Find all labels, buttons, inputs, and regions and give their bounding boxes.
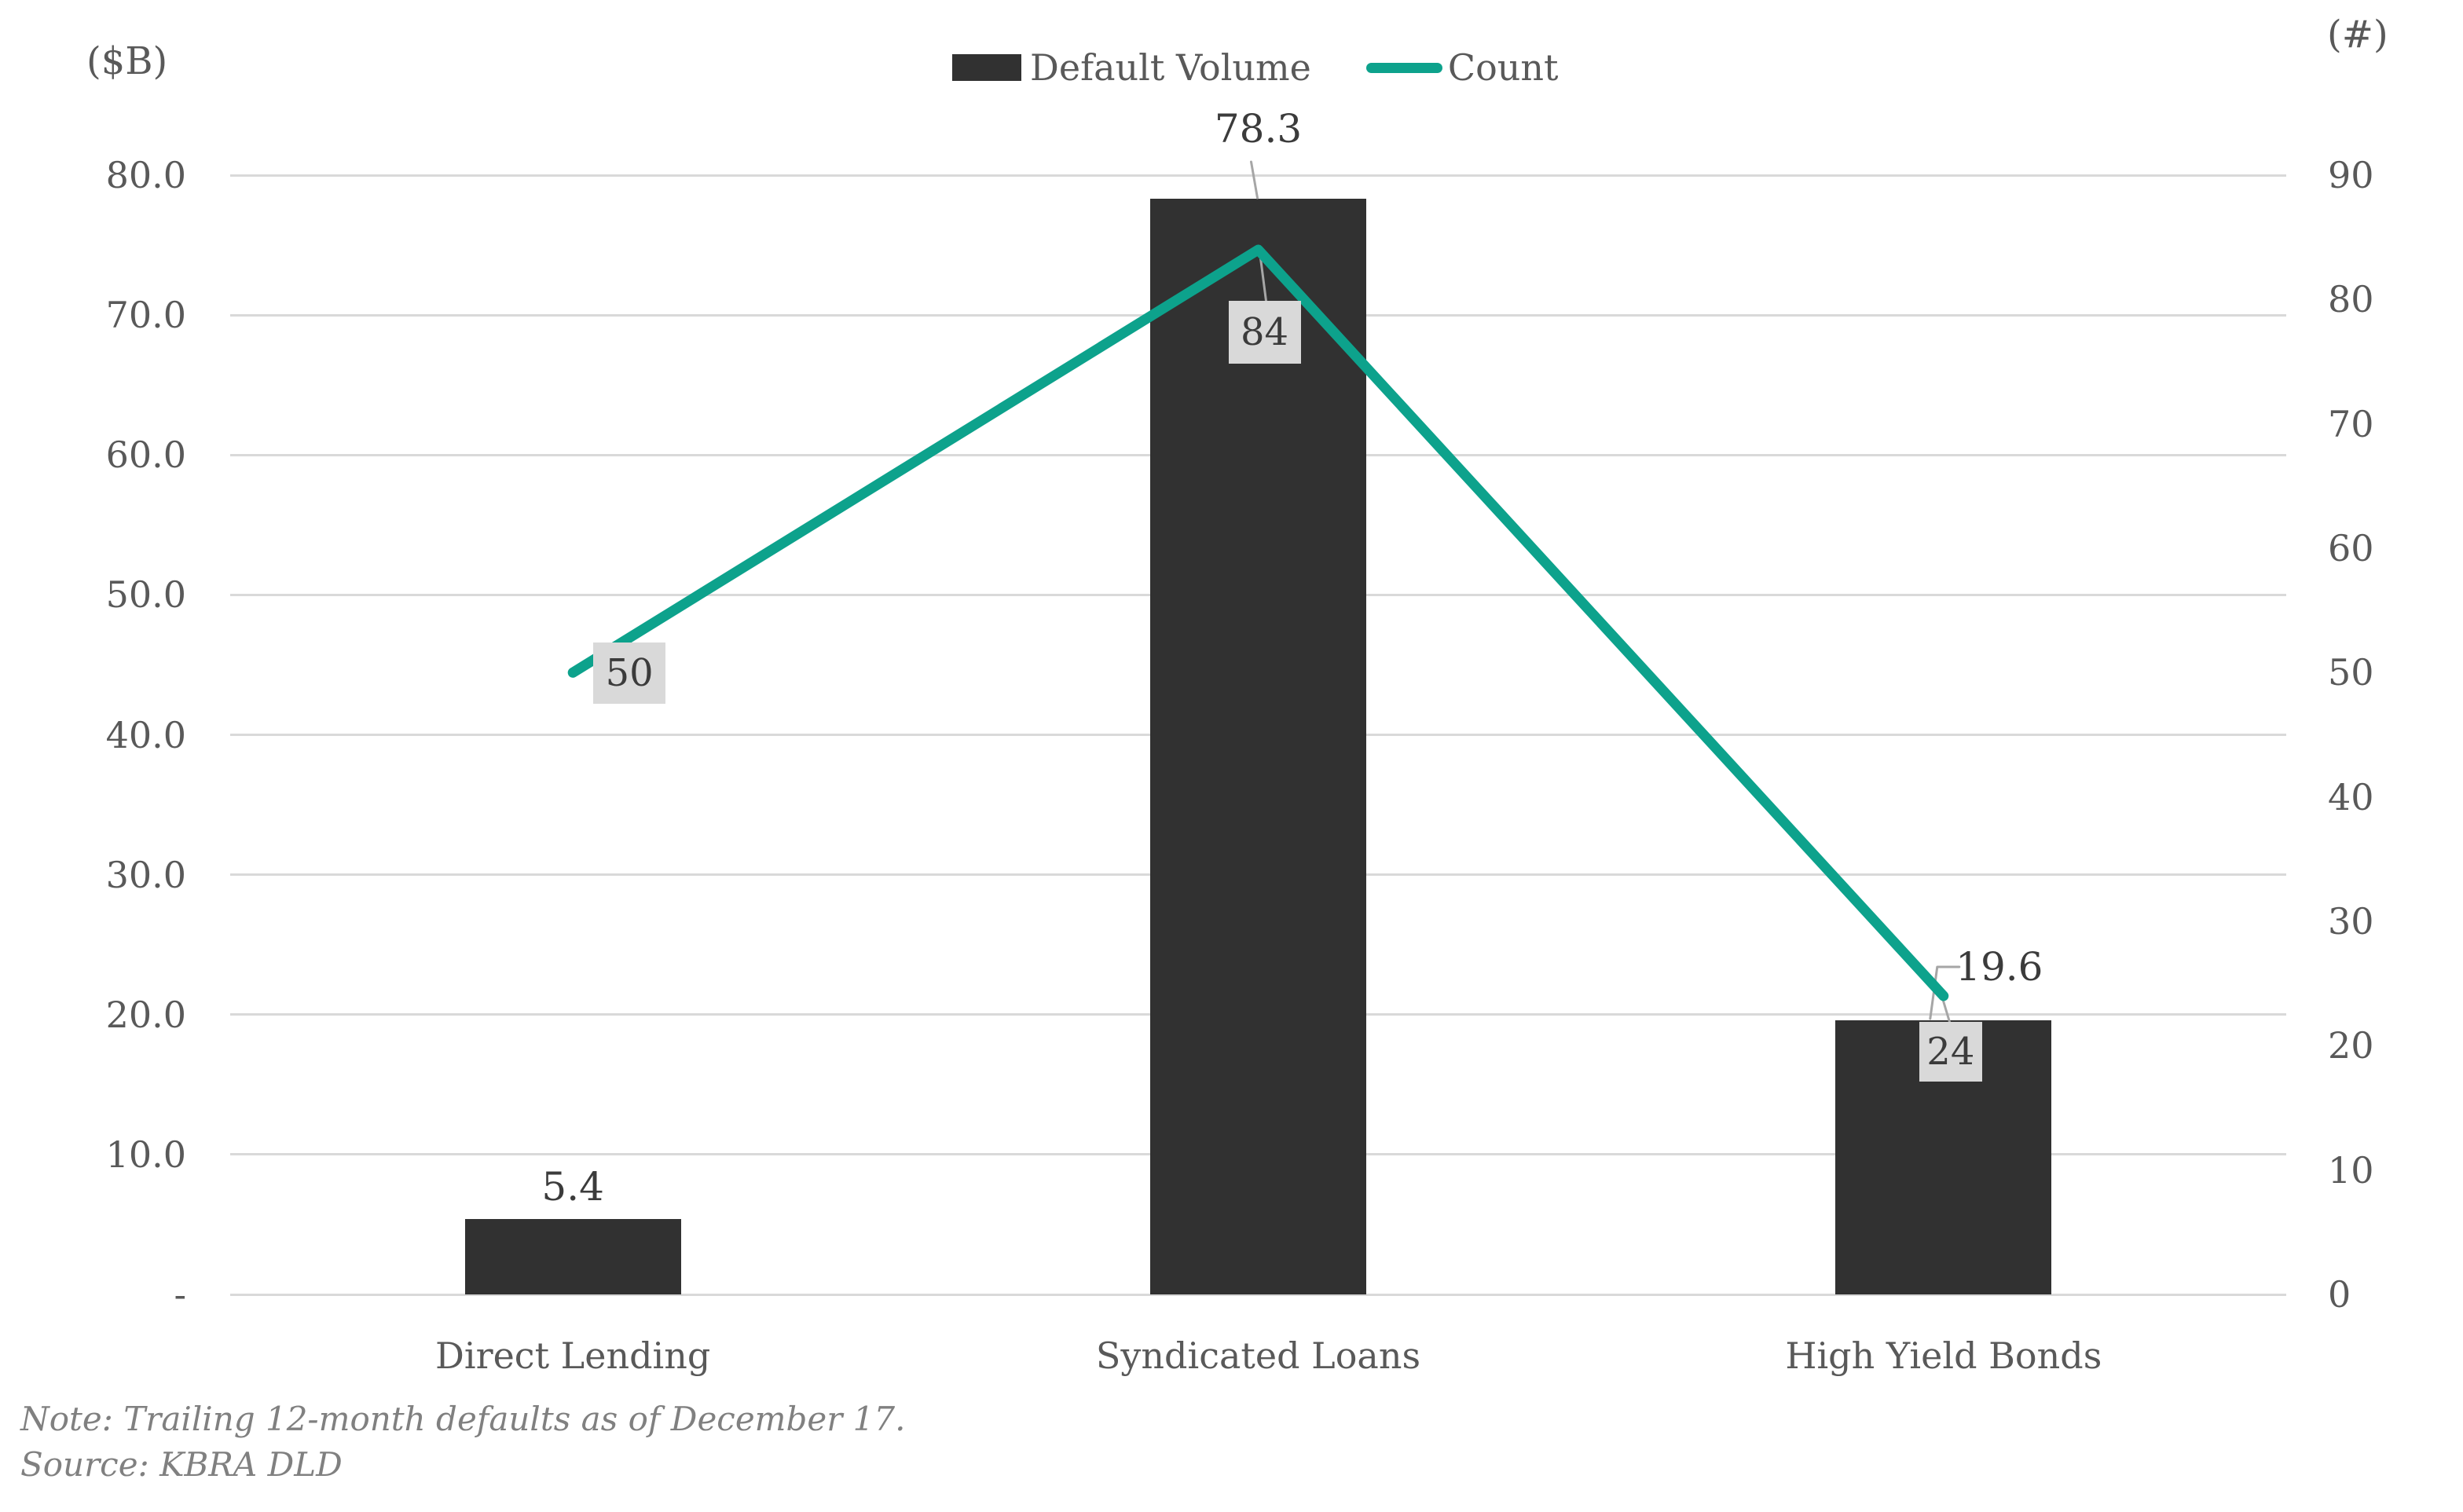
left-axis-tick-label: 70.0 — [105, 294, 186, 337]
right-axis-tick-label: 90 — [2328, 154, 2374, 196]
left-axis-tick-label: - — [174, 1273, 186, 1316]
left-axis-tick-label: 80.0 — [105, 154, 186, 196]
left-axis-tick-label: 50.0 — [105, 573, 186, 617]
count-value-box: 24 — [1919, 1022, 1982, 1082]
gridline — [230, 1293, 2286, 1296]
left-axis-tick-label: 30.0 — [105, 853, 186, 896]
chart-legend: Default Volume Count — [952, 44, 1559, 91]
bar-direct-lending — [464, 1218, 681, 1294]
chart-note: Note: Trailing 12-month defaults as of D… — [20, 1400, 906, 1438]
left-axis-unit: ($B) — [86, 39, 168, 83]
chart-source: Source: KBRA DLD — [20, 1445, 343, 1484]
bar-value-label: 5.4 — [541, 1163, 604, 1210]
right-axis-tick-label: 70 — [2328, 402, 2374, 445]
right-axis-tick-label: 10 — [2328, 1148, 2374, 1192]
category-label: Syndicated Loans — [1095, 1334, 1421, 1377]
left-axis-tick-label: 60.0 — [105, 434, 186, 477]
count-line — [567, 244, 1949, 1001]
right-axis-tick-label: 20 — [2328, 1024, 2374, 1067]
gridline — [230, 174, 2286, 177]
leader-line-84 — [1259, 251, 1267, 302]
bar-value-label: 19.6 — [1955, 943, 2043, 990]
right-axis-tick-label: 60 — [2328, 527, 2374, 569]
bar-value-label: 78.3 — [1214, 106, 1303, 152]
left-axis-tick-label: 40.0 — [105, 713, 186, 756]
right-axis-unit: (#) — [2327, 13, 2388, 57]
right-axis-tick-label: 30 — [2328, 900, 2374, 943]
left-axis-tick-label: 10.0 — [105, 1133, 186, 1176]
right-axis-tick-label: 80 — [2328, 278, 2374, 321]
leader-line-24 — [1941, 998, 1952, 1024]
default-volume-swatch-icon — [952, 54, 1021, 81]
right-axis-tick-label: 50 — [2328, 651, 2374, 694]
bar-syndicated-loans — [1150, 199, 1366, 1294]
leader-line-19-6 — [1929, 965, 1961, 1020]
count-value-box: 84 — [1228, 301, 1301, 364]
leader-line-78-3 — [1250, 160, 1259, 200]
legend-label-default-volume: Default Volume — [1030, 46, 1311, 89]
right-axis-tick-label: 40 — [2328, 775, 2374, 818]
left-axis-tick-label: 20.0 — [105, 993, 186, 1036]
count-line-swatch-icon — [1365, 62, 1442, 73]
count-value-box: 50 — [593, 643, 666, 705]
category-label: High Yield Bonds — [1785, 1334, 2102, 1377]
legend-label-count: Count — [1447, 46, 1559, 89]
category-label: Direct Lending — [435, 1334, 711, 1377]
right-axis-tick-label: 0 — [2328, 1273, 2351, 1316]
